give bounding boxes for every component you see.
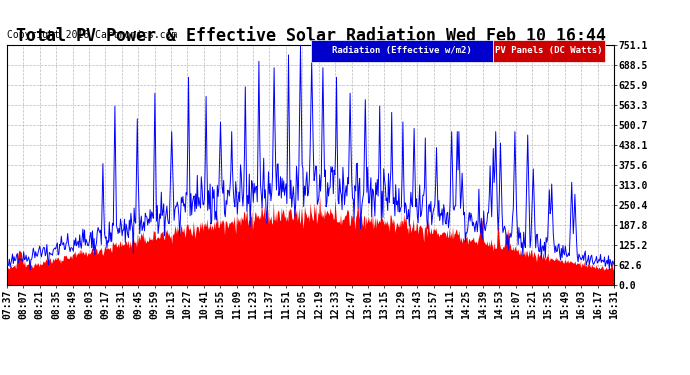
Title: Total PV Power & Effective Solar Radiation Wed Feb 10 16:44: Total PV Power & Effective Solar Radiati… [15, 27, 606, 45]
Text: Copyright 2016 Cartronics.com: Copyright 2016 Cartronics.com [7, 30, 177, 40]
FancyBboxPatch shape [310, 40, 493, 62]
Text: PV Panels (DC Watts): PV Panels (DC Watts) [495, 46, 602, 56]
FancyBboxPatch shape [493, 40, 605, 62]
Text: Radiation (Effective w/m2): Radiation (Effective w/m2) [332, 46, 471, 56]
